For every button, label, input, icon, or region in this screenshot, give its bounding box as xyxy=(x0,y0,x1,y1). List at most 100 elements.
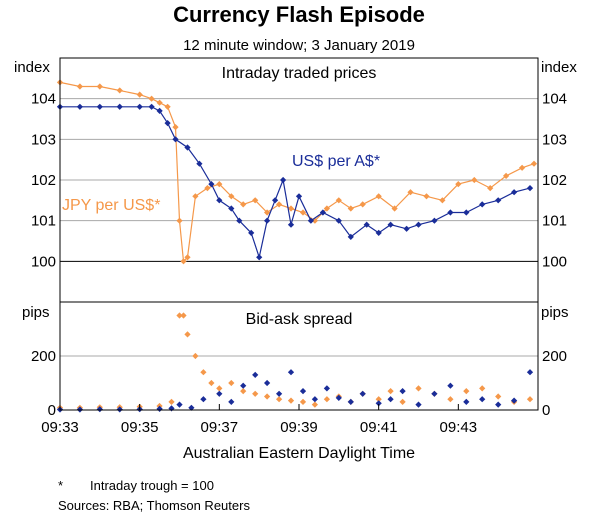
jpy-spread-point xyxy=(208,379,215,387)
aud-spread-point xyxy=(335,394,342,402)
aud-price-point xyxy=(415,221,422,228)
jpy-price-line xyxy=(59,81,535,263)
x-tick-label: 09:39 xyxy=(280,419,318,436)
aud-price-point xyxy=(116,103,123,110)
aud-price-point xyxy=(287,221,295,228)
y-tick-left: 101 xyxy=(31,213,56,230)
jpy-price-point xyxy=(176,217,183,224)
aud-price-point xyxy=(463,209,470,216)
aud-spread-point xyxy=(399,387,406,395)
aud-spread-point xyxy=(299,387,307,395)
unit-left-spread: pips xyxy=(22,304,50,321)
aud-price-point xyxy=(431,217,438,224)
y-tick-right: 104 xyxy=(542,91,567,108)
y-tick-right: 103 xyxy=(542,131,567,148)
grid-layer xyxy=(60,98,538,357)
y-tick-left: 103 xyxy=(31,131,56,148)
jpy-spread-point xyxy=(495,393,502,400)
aud-spread-point xyxy=(323,385,331,392)
jpy-spread-point xyxy=(387,387,394,395)
aud-price-point xyxy=(172,136,179,143)
jpy-price-point xyxy=(136,91,143,98)
aud-spread-point xyxy=(176,401,183,408)
aud-spread-point xyxy=(510,397,518,404)
jpy-price-point xyxy=(471,176,478,184)
x-tick-label: 09:33 xyxy=(41,419,79,436)
aud-spread-point xyxy=(387,396,394,403)
aud-price-point xyxy=(156,107,163,115)
jpy-price-point xyxy=(116,87,123,94)
jpy-spread-point xyxy=(311,401,319,408)
y-tick-right: 200 xyxy=(542,348,567,365)
aud-spread-point xyxy=(200,396,207,403)
jpy-price-point xyxy=(192,193,199,200)
aud-price-point xyxy=(236,217,243,224)
aud-spread-point xyxy=(347,398,354,406)
aud-spread-point xyxy=(415,401,422,408)
jpy-spread-point xyxy=(375,396,382,403)
jpy-price-point xyxy=(148,95,155,102)
chart-subtitle: 12 minute window; 3 January 2019 xyxy=(183,37,415,54)
aud-price-point xyxy=(271,197,279,204)
jpy-spread-point xyxy=(299,398,307,406)
jpy-price-point xyxy=(487,184,494,192)
jpy-price-point xyxy=(455,180,462,188)
panel-title-prices: Intraday traded prices xyxy=(222,65,377,82)
aud-price-point xyxy=(447,209,454,216)
jpy-spread-point xyxy=(447,396,454,403)
aud-price-point xyxy=(526,184,534,192)
aud-spread-point xyxy=(526,369,534,376)
aud-price-point xyxy=(495,197,502,204)
y-tick-right: 0 xyxy=(542,402,550,419)
jpy-spread-point xyxy=(263,393,271,400)
aud-price-point xyxy=(96,103,103,110)
y-tick-left: 0 xyxy=(48,402,56,419)
jpy-price-point xyxy=(96,83,103,90)
jpy-price-point xyxy=(76,83,84,90)
aud-price-point xyxy=(148,103,155,110)
jpy-price-point xyxy=(518,164,526,171)
aud-price-point xyxy=(479,201,486,208)
aud-price-point xyxy=(256,254,263,261)
jpy-price-point xyxy=(359,201,366,208)
aud-spread-point xyxy=(216,390,223,397)
jpy-spread-point xyxy=(168,398,175,406)
footnote-text: Intraday trough = 100 xyxy=(90,478,214,493)
aud-spread-point xyxy=(240,382,247,389)
jpy-spread-point xyxy=(463,387,470,395)
x-tick-label: 09:43 xyxy=(440,419,478,436)
jpy-spread-point xyxy=(415,385,422,392)
x-tick-label: 09:35 xyxy=(121,419,159,436)
ticks-layer: 100 100 101 101 102 102 103 103 104 104 0 0 200 200 09… xyxy=(31,91,567,436)
aud-spread-point xyxy=(311,396,319,403)
aud-spread-point xyxy=(228,398,235,406)
aud-price-point xyxy=(76,103,84,110)
aud-price-point xyxy=(196,160,203,167)
sources-note: Sources: RBA; Thomson Reuters xyxy=(58,498,250,513)
x-axis-label: Australian Eastern Daylight Time xyxy=(183,445,415,462)
x-tick-label: 09:37 xyxy=(201,419,239,436)
aud-price-point xyxy=(279,176,287,184)
y-tick-left: 102 xyxy=(31,172,56,189)
aud-price-point xyxy=(228,205,235,212)
aud-spread-point xyxy=(275,390,283,397)
aud-spread-point xyxy=(263,379,271,387)
jpy-price-point xyxy=(156,99,163,106)
y-tick-left: 200 xyxy=(31,348,56,365)
aud-spread-point xyxy=(168,405,175,412)
aud-spread-point xyxy=(287,369,295,376)
aud-price-point xyxy=(216,197,223,204)
aud-spread-point xyxy=(447,382,454,389)
aud-spread-point xyxy=(359,390,366,397)
aud-price-point xyxy=(510,189,518,196)
marks-layer xyxy=(56,79,538,413)
unit-right-prices: index xyxy=(541,59,577,76)
jpy-spread-point xyxy=(240,387,247,395)
jpy-price-point xyxy=(423,193,430,200)
jpy-spread-point xyxy=(180,312,187,319)
footnote-marker: * xyxy=(58,478,63,493)
plot-frame xyxy=(59,57,539,411)
jpy-spread-point xyxy=(526,396,534,403)
aud-spread-point xyxy=(479,396,486,403)
